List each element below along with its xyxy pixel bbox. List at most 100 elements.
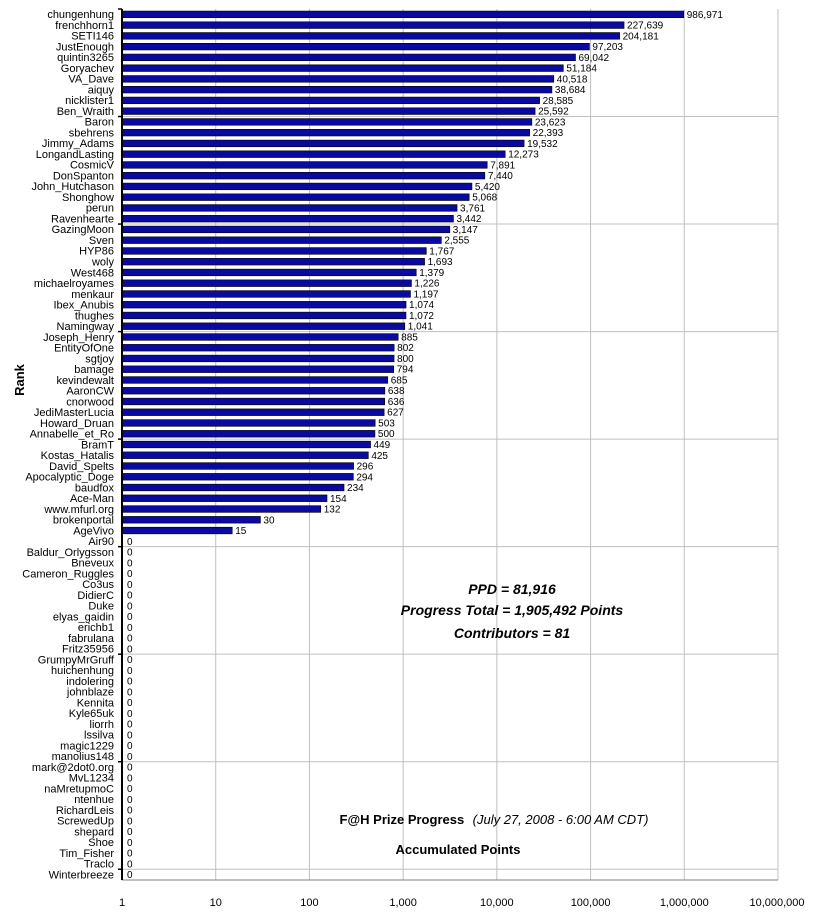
category-label: BramT bbox=[81, 439, 114, 451]
value-label: 19,532 bbox=[527, 139, 558, 150]
value-label: 1,197 bbox=[413, 289, 438, 300]
value-label: 0 bbox=[127, 634, 133, 645]
category-label: baudfox bbox=[75, 482, 115, 494]
chart-subtitle: Accumulated Points bbox=[396, 842, 521, 857]
value-label: 5,068 bbox=[472, 193, 497, 204]
category-label: MvL1234 bbox=[69, 773, 114, 785]
bar bbox=[121, 96, 540, 105]
value-label: 204,181 bbox=[623, 31, 660, 42]
value-label: 7,440 bbox=[488, 171, 513, 182]
bar bbox=[121, 397, 386, 406]
category-label: aiquy bbox=[88, 84, 115, 96]
bar bbox=[121, 161, 488, 169]
value-label: 0 bbox=[127, 666, 133, 677]
value-label: 30 bbox=[263, 515, 275, 526]
category-label: lssilva bbox=[84, 730, 115, 742]
value-label: 800 bbox=[397, 354, 414, 365]
bar bbox=[121, 107, 536, 115]
category-label: johnblaze bbox=[66, 687, 114, 699]
category-label: Air90 bbox=[88, 536, 114, 548]
category-label: Ace-Man bbox=[70, 493, 114, 505]
category-label: thughes bbox=[75, 310, 115, 322]
bar bbox=[121, 32, 620, 40]
category-label: DidierC bbox=[77, 590, 114, 602]
category-label: woly bbox=[91, 256, 115, 268]
x-tick-label: 10,000,000 bbox=[749, 897, 804, 909]
value-label: 0 bbox=[127, 601, 133, 612]
value-label: 0 bbox=[127, 838, 133, 849]
value-label: 638 bbox=[388, 386, 405, 397]
value-label: 1,074 bbox=[409, 300, 434, 311]
category-label: Ibex_Anubis bbox=[53, 300, 114, 312]
value-label: 227,639 bbox=[627, 21, 664, 32]
value-label: 0 bbox=[127, 773, 133, 784]
x-tick-label: 100,000 bbox=[571, 897, 611, 909]
value-label: 449 bbox=[374, 440, 391, 451]
category-label: JediMasterLucia bbox=[34, 407, 115, 419]
category-label: West468 bbox=[71, 267, 114, 279]
category-label: quintin3265 bbox=[57, 52, 114, 64]
bar bbox=[121, 290, 411, 298]
value-label: 0 bbox=[127, 548, 133, 559]
value-label: 7,891 bbox=[490, 160, 515, 171]
category-label: michaelroyames bbox=[34, 278, 115, 290]
bar bbox=[121, 473, 354, 481]
bar bbox=[121, 86, 553, 94]
value-label: 0 bbox=[127, 698, 133, 709]
chart-title-main: F@H Prize Progress bbox=[340, 812, 465, 827]
value-label: 12,273 bbox=[508, 150, 539, 161]
category-label: elyas_gaidin bbox=[53, 611, 114, 623]
value-label: 1,693 bbox=[428, 257, 453, 268]
value-label: 0 bbox=[127, 795, 133, 806]
bar bbox=[121, 322, 406, 330]
bar bbox=[121, 172, 486, 180]
value-label: 0 bbox=[127, 537, 133, 548]
value-label: 0 bbox=[127, 784, 133, 795]
category-label: Tim_Fisher bbox=[59, 848, 114, 860]
value-label: 2,555 bbox=[444, 236, 469, 247]
category-label: Shonghow bbox=[62, 192, 114, 204]
category-label: Shoe bbox=[88, 837, 114, 849]
chart-title: F@H Prize Progress (July 27, 2008 - 6:00… bbox=[340, 811, 649, 828]
bar bbox=[121, 440, 371, 449]
value-label: 15 bbox=[235, 526, 247, 537]
x-tick-label: 10,000 bbox=[480, 897, 514, 909]
category-label: perun bbox=[86, 203, 114, 215]
value-label: 636 bbox=[388, 397, 405, 408]
bar bbox=[121, 376, 389, 384]
category-label: VA_Dave bbox=[68, 74, 114, 86]
value-label: 0 bbox=[127, 763, 133, 774]
category-label: Duke bbox=[88, 601, 114, 613]
value-label: 0 bbox=[127, 741, 133, 752]
category-label: naMretupmoC bbox=[44, 783, 114, 795]
bar bbox=[121, 225, 451, 234]
category-label: Ben_Wraith bbox=[57, 106, 114, 118]
category-label: HYP86 bbox=[79, 246, 114, 258]
bar bbox=[121, 150, 506, 158]
category-label: Annabelle_et_Ro bbox=[30, 429, 114, 441]
value-label: 0 bbox=[127, 623, 133, 634]
bar bbox=[121, 21, 625, 29]
bar bbox=[121, 483, 345, 492]
category-label: Sven bbox=[89, 235, 114, 247]
bar bbox=[121, 365, 395, 373]
category-label: David_Spelts bbox=[49, 461, 114, 473]
category-label: menkaur bbox=[71, 289, 114, 301]
value-label: 132 bbox=[324, 505, 341, 516]
value-label: 0 bbox=[127, 687, 133, 698]
value-label: 794 bbox=[397, 365, 414, 376]
value-label: 294 bbox=[356, 472, 373, 483]
category-label: liorrh bbox=[90, 719, 114, 731]
bar bbox=[121, 451, 369, 459]
category-label: cnorwood bbox=[66, 396, 114, 408]
value-label: 38,684 bbox=[555, 85, 586, 96]
value-label: 986,971 bbox=[687, 10, 724, 21]
value-label: 1,072 bbox=[409, 311, 434, 322]
chart-title-date: (July 27, 2008 - 6:00 AM CDT) bbox=[473, 812, 649, 827]
value-label: 0 bbox=[127, 644, 133, 655]
category-label: Bneveux bbox=[71, 558, 114, 570]
category-label: Kennita bbox=[77, 697, 115, 709]
bar bbox=[121, 516, 261, 524]
bar bbox=[121, 505, 322, 513]
